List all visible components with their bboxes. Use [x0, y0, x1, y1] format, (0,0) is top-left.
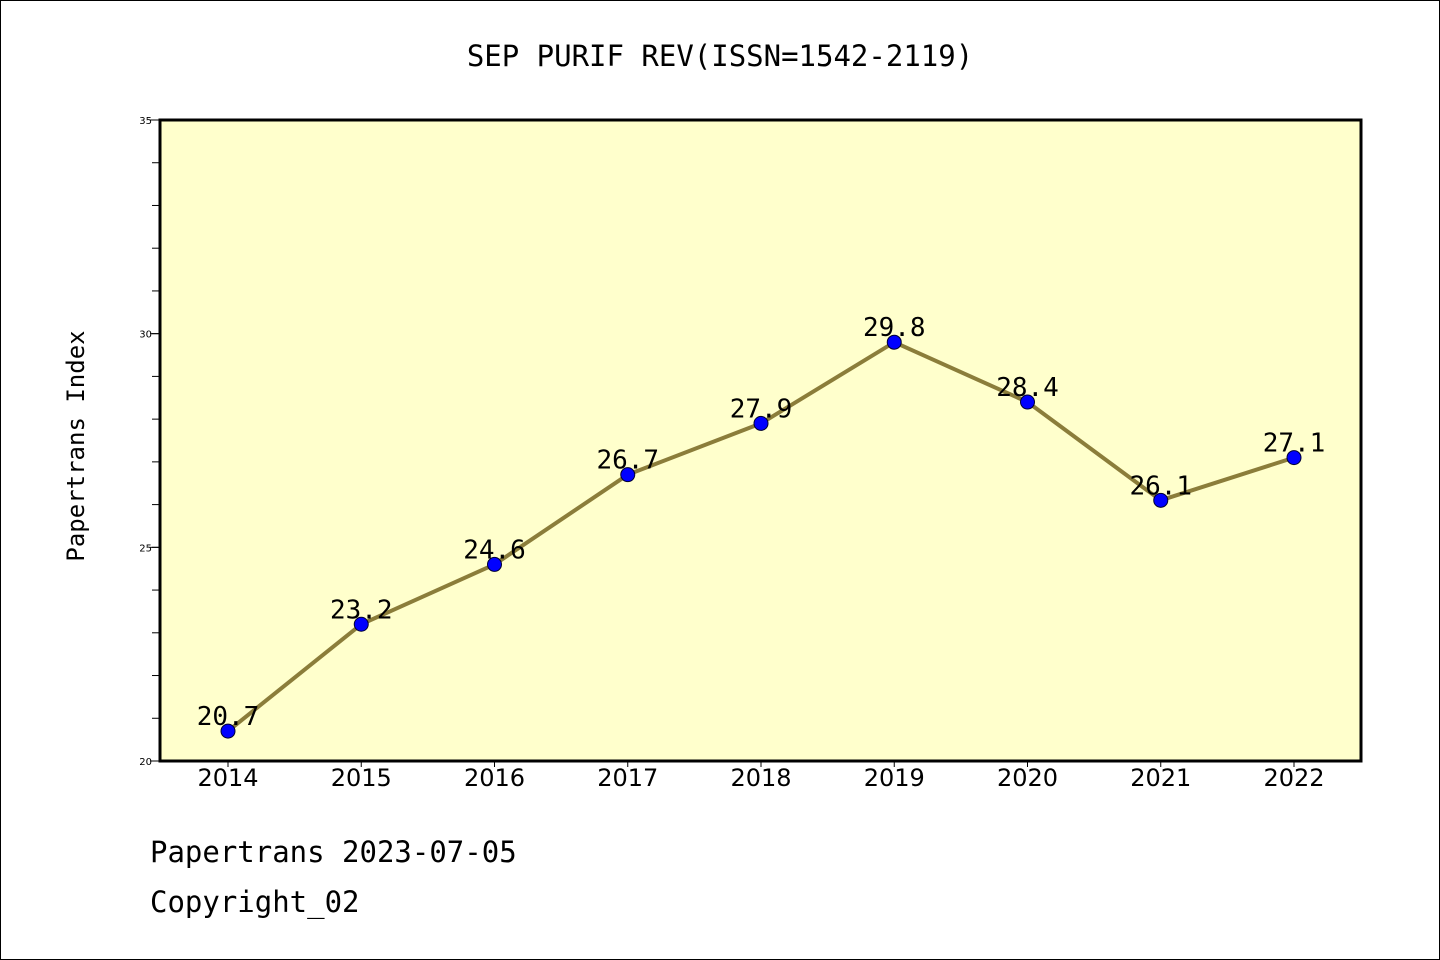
data-point [353, 616, 369, 632]
x-tick-label: 2018 [730, 764, 791, 792]
data-point [886, 334, 902, 350]
plot-area [160, 120, 1361, 761]
data-point [1286, 450, 1302, 466]
x-axis-ticks: 2014 2015 2016 2017 2018 2019 2020 2021 2022 [197, 761, 1325, 792]
data-point [620, 467, 636, 483]
plot-border [158, 118, 1363, 763]
data-point [1020, 394, 1035, 410]
chart-title: SEP PURIF REV(ISSN=1542-2119) [467, 39, 973, 73]
data-label: 27.9 [730, 394, 793, 424]
y-minor-ticks [152, 119, 159, 762]
x-tick-label: 2015 [331, 764, 392, 792]
data-point [487, 556, 502, 572]
data-label: 23.2 [330, 595, 393, 625]
data-label: 20.7 [197, 702, 260, 732]
y-axis-ticks: 20 25 30 35 [139, 116, 159, 768]
x-tick-label: 2020 [997, 764, 1058, 792]
x-tick-label: 2017 [597, 764, 658, 792]
data-labels: 20.7 23.2 24.6 26.7 27.9 29.8 28.4 26.1 27.1 [197, 313, 1326, 732]
footer-date-text: Papertrans 2023-07-05 [150, 835, 517, 869]
data-point [1153, 492, 1169, 508]
data-label: 29.8 [863, 313, 926, 343]
data-label: 26.7 [596, 446, 659, 476]
x-tick-label: 2021 [1130, 764, 1191, 792]
data-label: 28.4 [996, 373, 1059, 403]
y-tick-label: 35 [139, 116, 152, 127]
series-markers [220, 334, 1302, 739]
y-tick-label: 25 [139, 543, 152, 554]
data-label: 27.1 [1263, 429, 1326, 459]
x-tick-label: 2014 [197, 764, 258, 792]
x-tick-label: 2019 [864, 764, 925, 792]
data-point [753, 415, 769, 431]
x-tick-label: 2016 [464, 764, 525, 792]
y-tick-label: 30 [139, 330, 152, 341]
data-label: 24.6 [463, 535, 526, 565]
data-point [220, 723, 236, 739]
y-tick-label: 20 [139, 757, 152, 768]
x-tick-label: 2022 [1263, 764, 1324, 792]
footer-copyright-text: Copyright_02 [150, 885, 360, 919]
data-label: 26.1 [1129, 471, 1192, 501]
y-axis-label: Papertrans Index [62, 330, 90, 561]
